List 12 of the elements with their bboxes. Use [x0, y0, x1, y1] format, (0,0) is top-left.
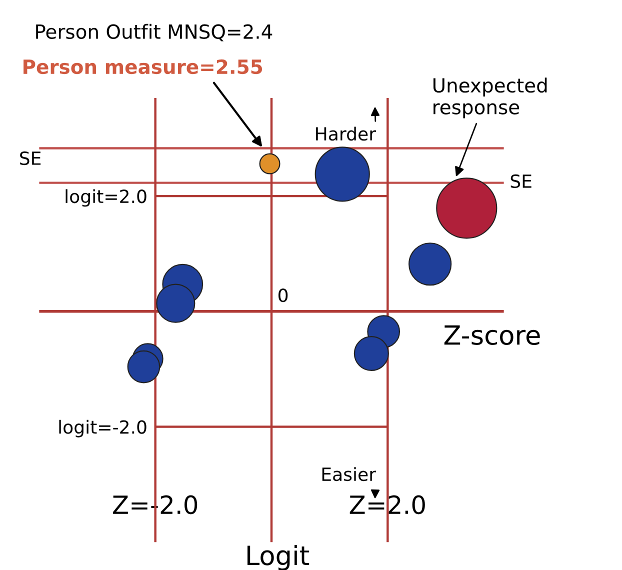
annotation: 0 [278, 288, 288, 302]
ref-line-label: SE [20, 151, 41, 166]
ref-line-label: SE [510, 174, 532, 188]
chart-subtitle: Person measure=2.55 [24, 59, 262, 74]
chart-title: Person Outfit MNSQ=2.4 [36, 24, 272, 42]
annotation: Harder [316, 126, 376, 141]
y-tick-label: logit=-2.0 [59, 420, 146, 438]
annotation: Easier [322, 467, 376, 482]
x-axis-title: Z-score [444, 325, 540, 346]
y-tick-label: logit=2.0 [66, 189, 146, 207]
text: Logit [247, 544, 310, 570]
annotation: Unexpected response [433, 78, 547, 118]
